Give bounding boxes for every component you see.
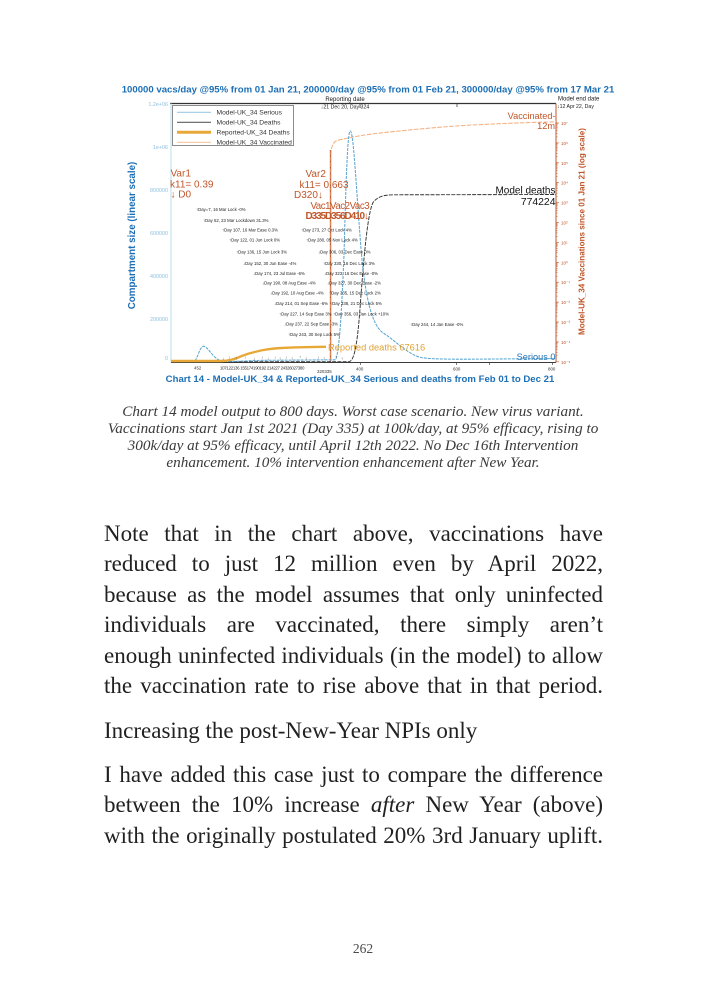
svg-text:↑Day 335, 15 Dec Lock 2%: ↑Day 335, 15 Dec Lock 2% [329,291,381,296]
svg-text:10⁷: 10⁷ [561,121,568,126]
svg-text:400: 400 [356,367,364,372]
svg-text:↑: ↑ [323,356,325,361]
svg-text:↑: ↑ [279,356,281,361]
svg-text:↓: ↓ [228,355,230,360]
svg-text:D320↓: D320↓ [294,190,323,201]
svg-text:↑Day 227, 14 Sep Ease 3%: ↑Day 227, 14 Sep Ease 3% [279,311,332,316]
svg-text:107122136 155174190192 214227: 107122136 155174190192 214227 2432602738… [220,366,305,371]
svg-text:Reported-UK_34 Deaths: Reported-UK_34 Deaths [217,130,291,137]
svg-text:D335D356D410↓: D335D356D410↓ [306,211,369,222]
svg-text:↓: ↓ [274,355,276,360]
svg-text:↑Day 330, 16 Dec Lock 3%: ↑Day 330, 16 Dec Lock 3% [323,261,375,266]
svg-text:↑Day 122, 01 Jun Lock 0%: ↑Day 122, 01 Jun Lock 0% [229,238,280,243]
svg-text:Model-UK_34 Vaccinated: Model-UK_34 Vaccinated [217,140,293,147]
svg-text:600000: 600000 [150,231,168,237]
svg-text:↓: ↓ [253,356,255,361]
svg-text:10⁵: 10⁵ [561,161,568,166]
svg-text:↓12 Apr 22, Day: ↓12 Apr 22, Day [557,104,594,110]
svg-text:↓: ↓ [317,355,319,360]
svg-text:↓Day 237, 22 Sep Ease -3%: ↓Day 237, 22 Sep Ease -3% [284,322,338,327]
svg-text:774224: 774224 [521,197,556,208]
svg-text:10⁻⁵: 10⁻⁵ [561,360,571,365]
svg-text:↓Day 190, 08 Aug Ease -4%: ↓Day 190, 08 Aug Ease -4% [262,280,316,285]
svg-text:k11= 0.663: k11= 0.663 [300,180,349,191]
svg-text:↓: ↓ [285,355,287,360]
svg-text:Var1: Var1 [171,168,192,179]
svg-text:↑: ↑ [335,355,337,360]
svg-text:↓Day 306, 03 Dec Ease 0%: ↓Day 306, 03 Dec Ease 0% [318,249,371,254]
svg-text:10²: 10² [561,221,568,226]
svg-text:200000: 200000 [150,317,168,323]
svg-text:10⁻¹: 10⁻¹ [561,280,571,285]
svg-text:↓: ↓ [222,356,224,361]
svg-text:Vac1Vac2Vac3: Vac1Vac2Vac3 [311,201,370,212]
svg-text:Model-UK_34 Deaths: Model-UK_34 Deaths [217,120,282,127]
svg-text:Model deaths: Model deaths [495,185,555,196]
svg-text:↓: ↓ [244,355,246,360]
svg-text:800: 800 [548,367,556,372]
svg-text:↑Day 107, 16 Mar Ease 0.3%: ↑Day 107, 16 Mar Ease 0.3% [222,228,278,233]
svg-text:Chart 14 - Model-UK_34 & Repor: Chart 14 - Model-UK_34 & Reported-UK_34 … [166,374,555,385]
svg-text:12m: 12m [537,121,555,131]
svg-text:↑Day 280, 05 Nov Lock 4%: ↑Day 280, 05 Nov Lock 4% [306,238,358,243]
svg-text:↓: ↓ [261,355,263,360]
svg-text:10¹: 10¹ [561,240,568,245]
svg-text:Model-UK_34 Serious: Model-UK_34 Serious [217,110,283,117]
svg-text:↓Day 214, 01 Sep Ease -6%: ↓Day 214, 01 Sep Ease -6% [274,301,328,306]
svg-text:1.2e+06: 1.2e+06 [148,102,168,108]
svg-text:10⁻²: 10⁻² [561,300,571,305]
svg-text:800000: 800000 [150,188,168,194]
svg-text:↑: ↑ [305,356,307,361]
svg-text:↓Day 174, 23 Jul Ease -6%: ↓Day 174, 23 Jul Ease -6% [253,271,305,276]
svg-text:↑: ↑ [341,356,343,361]
svg-text:↑: ↑ [235,356,237,361]
svg-text:452: 452 [194,366,202,371]
svg-text:10³: 10³ [561,201,568,206]
svg-text:↑: ↑ [299,355,301,360]
svg-text:↑Day=7, 16 Mar Lock -0%: ↑Day=7, 16 Mar Lock -0% [196,207,246,212]
svg-text:↓ D0: ↓ D0 [171,189,192,200]
svg-text:Serious 0: Serious 0 [517,352,556,362]
svg-text:Vaccinated-: Vaccinated- [508,111,556,121]
svg-text:10⁰: 10⁰ [561,260,568,265]
svg-text:↑Day 356, 03 Jan Lock +10%: ↑Day 356, 03 Jan Lock +10% [333,311,389,316]
svg-text:↑Day 52, 23 Mar Lockdown 31.3%: ↑Day 52, 23 Mar Lockdown 31.3% [203,218,269,223]
svg-text:k11= 0.39: k11= 0.39 [170,180,214,191]
svg-text:100000 vacs/day @95% from 01 J: 100000 vacs/day @95% from 01 Jan 21, 200… [122,85,615,96]
svg-text:↓Day 152, 30 Jun Ease -4%: ↓Day 152, 30 Jun Ease -4% [243,261,296,266]
svg-text:400000: 400000 [150,274,168,280]
svg-text:↑: ↑ [291,356,293,361]
svg-text:Compartment size (linear scale: Compartment size (linear scale) [127,162,138,310]
svg-text:0: 0 [165,356,168,362]
svg-text:Reported deaths 67616: Reported deaths 67616 [328,343,425,353]
svg-text:Reporting date: Reporting date [325,97,365,103]
svg-text:600: 600 [453,367,461,372]
svg-text:↑Day 244, 14 Jan Ease -0%: ↑Day 244, 14 Jan Ease -0% [410,322,463,327]
svg-text:1e+06: 1e+06 [153,145,168,151]
svg-text:10⁻⁴: 10⁻⁴ [561,340,571,345]
svg-text:320335: 320335 [317,369,332,374]
svg-text:Model end date: Model end date [558,97,600,103]
svg-text:↑Day 273, 27 Oct Lock 4%: ↑Day 273, 27 Oct Lock 4% [301,228,352,233]
svg-text:10⁻³: 10⁻³ [561,320,571,325]
svg-text:↑Day 338, 21 Dec Lock 5%: ↑Day 338, 21 Dec Lock 5% [330,301,382,306]
svg-text:↓Day 323, 16 Dec Ease -0%: ↓Day 323, 16 Dec Ease -0% [324,271,378,276]
svg-text:10⁶: 10⁶ [561,141,568,146]
svg-text:Var2: Var2 [306,169,327,180]
svg-text:↓Day 192, 10 Aug Ease -4%: ↓Day 192, 10 Aug Ease -4% [270,291,324,296]
svg-text:10⁴: 10⁴ [561,181,568,186]
svg-text:↓: ↓ [267,356,269,361]
svg-text:↓21 Dec 20, Day 324: ↓21 Dec 20, Day 324 [321,105,370,111]
svg-text:↓Day 327, 30 Dec Ease -2%: ↓Day 327, 30 Dec Ease -2% [327,280,381,285]
svg-text:Model-UK_34 Vaccinations since: Model-UK_34 Vaccinations since 01 Jan 21… [578,128,587,335]
svg-text:↑Day 136, 15 Jun Lock 3%: ↑Day 136, 15 Jun Lock 3% [236,249,287,254]
svg-text:↑Day 243, 30 Sep Lock 5%: ↑Day 243, 30 Sep Lock 5% [288,332,340,337]
